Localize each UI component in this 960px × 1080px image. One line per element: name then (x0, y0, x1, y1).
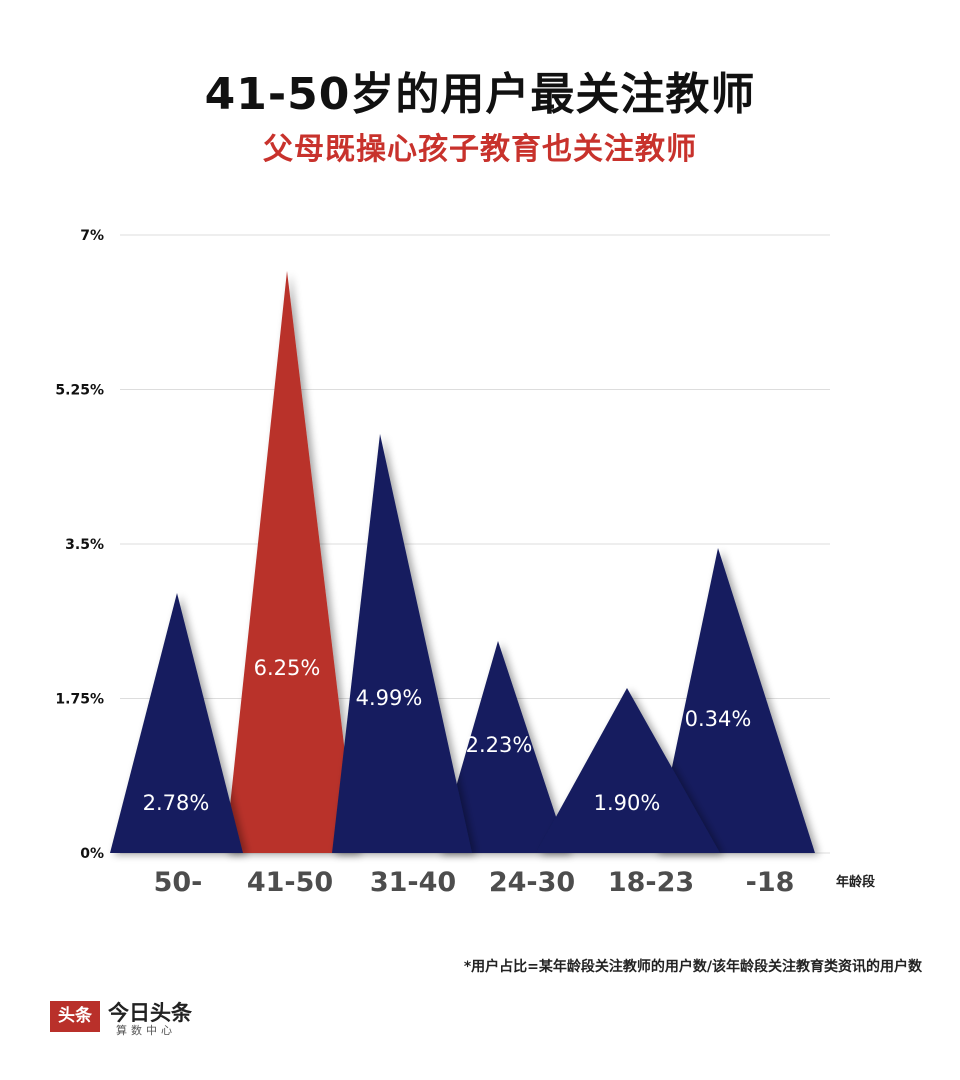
y-tick-label: 5.25% (55, 383, 104, 399)
y-tick-label: 7% (80, 228, 104, 244)
x-axis-label: 年龄段 (836, 874, 875, 890)
footnote: *用户占比=某年龄段关注教师的用户数/该年龄段关注教育类资讯的用户数 (463, 959, 922, 975)
peak-31-40 (332, 434, 472, 853)
x-tick-label: -18 (746, 867, 795, 898)
data-label: 2.23% (466, 733, 533, 757)
peak-50- (110, 593, 243, 853)
peak-41-50 (225, 271, 357, 853)
y-axis-ticks: 0% 1.75% 3.5% 5.25% 7% (55, 228, 104, 862)
x-tick-label: 50- (154, 867, 203, 898)
logo-badge: 头条 (50, 1001, 100, 1032)
data-label: 0.34% (685, 707, 752, 731)
peak-18-23 (536, 688, 720, 853)
x-tick-label: 41-50 (247, 867, 333, 898)
chart-subtitle: 父母既操心孩子教育也关注教师 (263, 132, 697, 167)
chart-title: 41-50岁的用户最关注教师 (204, 69, 756, 120)
peak-24-30 (437, 641, 568, 853)
y-tick-label: 0% (80, 846, 104, 862)
logo-subtitle: 算数中心 (116, 1024, 176, 1037)
data-labels: 2.78% 6.25% 4.99% 2.23% 1.90% 0.34% (143, 656, 752, 815)
data-label: 1.90% (594, 791, 661, 815)
x-axis-ticks: 50- 41-50 31-40 24-30 18-23 -18 (154, 867, 795, 898)
x-tick-label: 31-40 (370, 867, 456, 898)
peak--18 (654, 548, 815, 853)
data-label: 2.78% (143, 791, 210, 815)
y-tick-label: 1.75% (55, 692, 104, 708)
data-label: 4.99% (356, 686, 423, 710)
x-tick-label: 24-30 (489, 867, 575, 898)
data-label: 6.25% (254, 656, 321, 680)
y-tick-label: 3.5% (65, 537, 104, 553)
peaks (110, 271, 815, 853)
x-tick-label: 18-23 (608, 867, 694, 898)
logo-name: 今日头条 (108, 1001, 192, 1025)
